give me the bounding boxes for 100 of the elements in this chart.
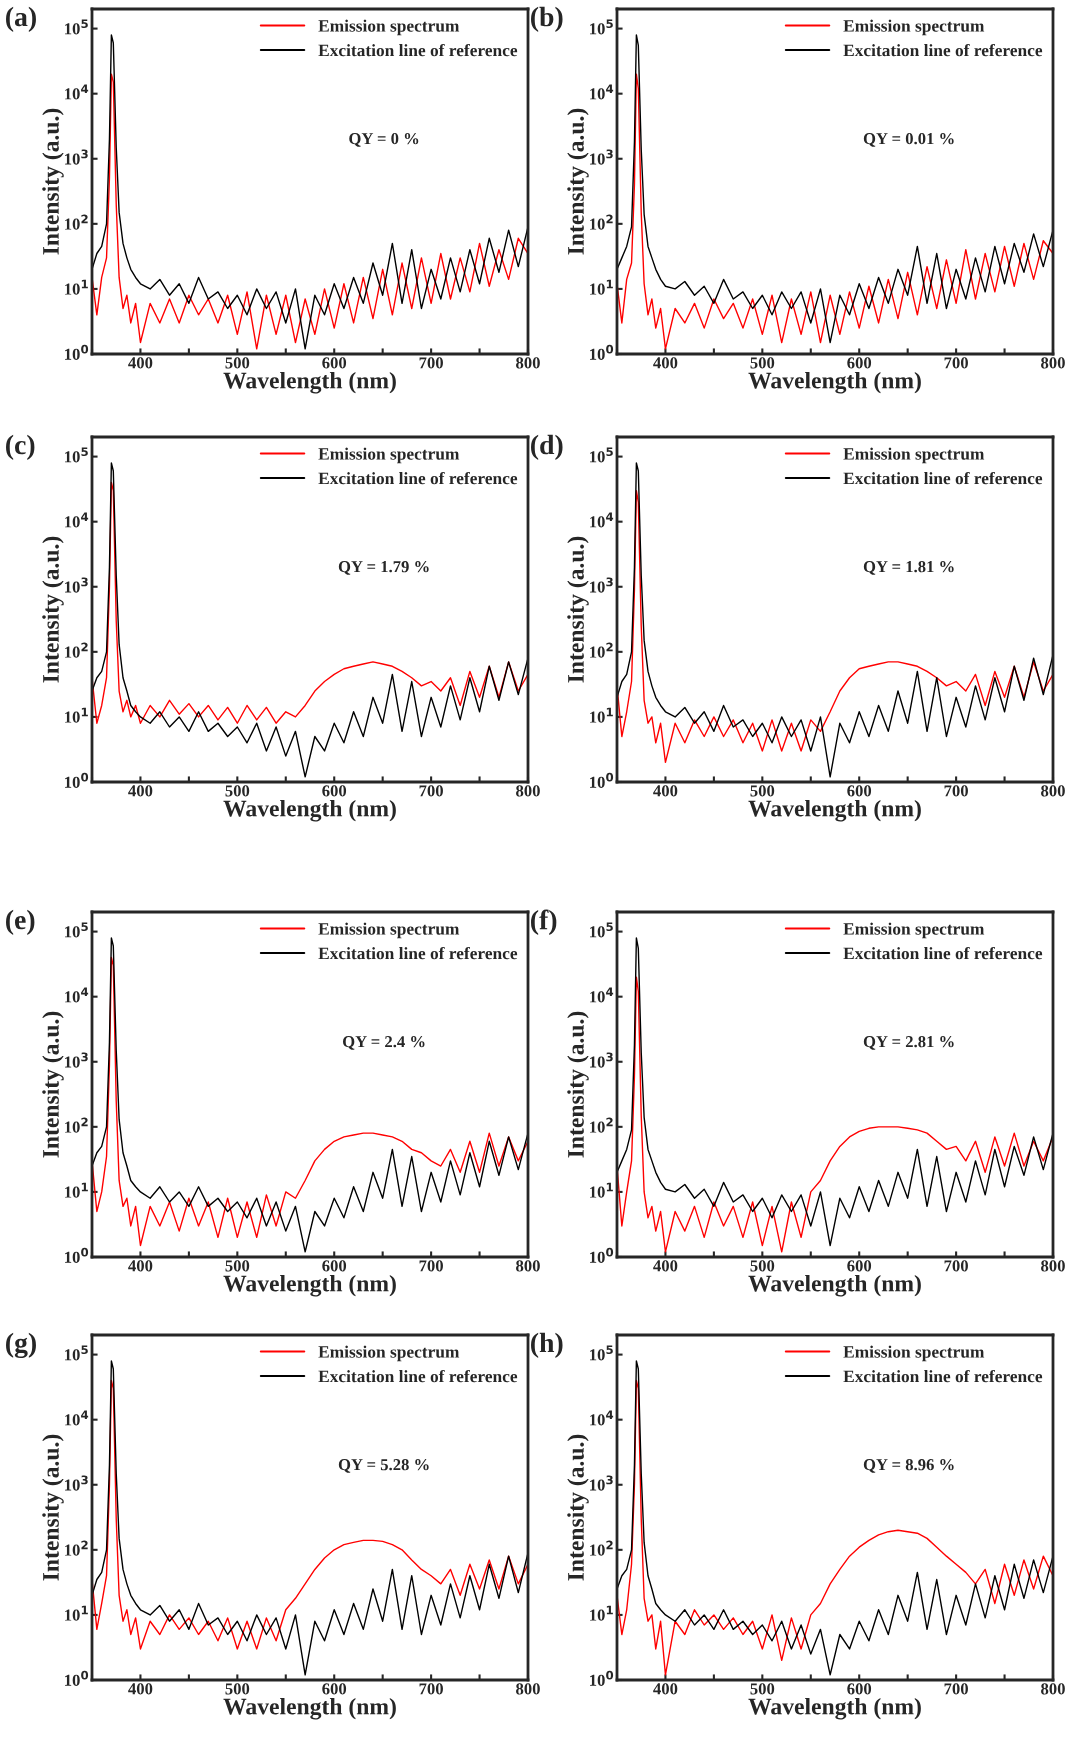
x-tick-label: 400	[653, 785, 678, 797]
legend-label: Emission spectrum	[318, 922, 460, 939]
x-tick-label: 700	[944, 1260, 968, 1272]
annotation: QY = 1.81 %	[863, 561, 954, 575]
y-tick-label: 10$^{2}$	[590, 214, 613, 230]
y-tick-label: 10$^{3}$	[65, 577, 88, 593]
x-tick-label: 800	[1041, 1683, 1065, 1695]
x-tick-label: 700	[419, 785, 443, 797]
annotation: QY = 5.28 %	[338, 1459, 429, 1473]
x-tick-label: 600	[847, 357, 872, 369]
y-tick-label: 10$^{4}$	[65, 1410, 89, 1426]
y-tick-label: 10$^{5}$	[65, 19, 88, 35]
y-tick-label: 10$^{5}$	[590, 1345, 613, 1361]
x-tick-label: 600	[847, 785, 872, 797]
y-tick-label: 10$^{4}$	[65, 512, 89, 528]
y-tick-label: 10$^{0}$	[65, 344, 89, 360]
y-tick-label: 10$^{5}$	[590, 922, 613, 938]
x-tick-label: 400	[128, 357, 153, 369]
annotation: QY = 0.01 %	[863, 133, 954, 147]
y-tick-label: 10$^{1}$	[65, 279, 88, 295]
y-tick-label: 10$^{5}$	[590, 447, 613, 463]
x-tick-label: 800	[516, 357, 540, 369]
annotation: QY = 0 %	[349, 133, 419, 147]
legend-label: Emission spectrum	[318, 447, 460, 464]
y-tick-label: 10$^{3}$	[65, 1475, 88, 1491]
x-tick-label: 600	[847, 1260, 872, 1272]
x-tick-label: 500	[750, 357, 775, 369]
annotation: QY = 2.4 %	[343, 1036, 425, 1050]
y-axis-title: Intensity (a.u.)	[567, 108, 589, 255]
y-tick-label: 10$^{3}$	[65, 149, 88, 165]
chart-title: (h)	[531, 1332, 563, 1358]
x-tick-label: 700	[944, 785, 968, 797]
x-tick-label: 700	[419, 1683, 443, 1695]
x-tick-label: 500	[225, 1260, 250, 1272]
legend-label: Emission spectrum	[843, 447, 985, 464]
y-tick-label: 10$^{1}$	[590, 1605, 613, 1621]
x-axis-title: Wavelength (nm)	[223, 1697, 396, 1720]
x-tick-label: 800	[516, 1683, 540, 1695]
y-tick-label: 10$^{4}$	[590, 987, 614, 1003]
y-tick-label: 10$^{2}$	[590, 642, 613, 658]
legend-label: Emission spectrum	[318, 19, 460, 36]
legend-label: Excitation line of reference	[318, 43, 518, 57]
y-tick-label: 10$^{4}$	[590, 84, 614, 100]
y-tick-label: 10$^{4}$	[590, 512, 614, 528]
chart-title: (a)	[6, 6, 36, 32]
x-tick-label: 600	[322, 1260, 347, 1272]
x-tick-label: 500	[225, 357, 250, 369]
x-tick-label: 500	[225, 1683, 250, 1695]
legend-label: Excitation line of reference	[843, 946, 1043, 960]
legend-label: Excitation line of reference	[318, 1369, 518, 1383]
annotation: QY = 8.96 %	[863, 1459, 954, 1473]
legend-label: Emission spectrum	[318, 1345, 460, 1362]
y-tick-label: 10$^{2}$	[65, 642, 88, 658]
y-tick-label: 10$^{1}$	[590, 1182, 613, 1198]
x-tick-label: 600	[322, 357, 347, 369]
x-tick-label: 800	[516, 785, 540, 797]
x-tick-label: 800	[1041, 357, 1065, 369]
x-tick-label: 400	[128, 1683, 153, 1695]
chart-title: (d)	[531, 434, 563, 460]
y-axis-title: Intensity (a.u.)	[42, 1434, 64, 1581]
y-tick-label: 10$^{5}$	[65, 447, 88, 463]
y-tick-label: 10$^{2}$	[590, 1117, 613, 1133]
x-tick-label: 400	[653, 357, 678, 369]
x-tick-label: 500	[225, 785, 250, 797]
x-axis-title: Wavelength (nm)	[748, 1274, 921, 1297]
x-tick-label: 400	[128, 1260, 153, 1272]
x-tick-label: 400	[653, 1683, 678, 1695]
y-tick-label: 10$^{0}$	[65, 1247, 89, 1263]
chart-title: (b)	[531, 6, 563, 32]
x-tick-label: 400	[128, 785, 153, 797]
y-tick-label: 10$^{3}$	[590, 1052, 613, 1068]
y-tick-label: 10$^{3}$	[590, 577, 613, 593]
y-axis-title: Intensity (a.u.)	[42, 536, 64, 683]
y-tick-label: 10$^{4}$	[65, 84, 89, 100]
x-tick-label: 500	[750, 785, 775, 797]
y-tick-label: 10$^{1}$	[65, 707, 88, 723]
chart-title: (g)	[6, 1332, 36, 1359]
x-axis-title: Wavelength (nm)	[223, 799, 396, 822]
x-tick-label: 500	[750, 1260, 775, 1272]
y-axis-title: Intensity (a.u.)	[567, 536, 589, 683]
x-tick-label: 800	[1041, 785, 1065, 797]
y-tick-label: 10$^{0}$	[590, 1247, 614, 1263]
y-tick-label: 10$^{3}$	[590, 149, 613, 165]
y-tick-label: 10$^{3}$	[590, 1475, 613, 1491]
y-axis-title: Intensity (a.u.)	[42, 1011, 64, 1158]
y-tick-label: 10$^{2}$	[65, 1540, 88, 1556]
y-axis-title: Intensity (a.u.)	[567, 1011, 589, 1158]
x-tick-label: 600	[847, 1683, 872, 1695]
annotation: QY = 1.79 %	[338, 561, 429, 575]
chart-title: (c)	[6, 434, 35, 460]
chart-title: (f)	[531, 909, 557, 936]
y-axis-title: Intensity (a.u.)	[42, 108, 64, 255]
x-axis-title: Wavelength (nm)	[748, 371, 921, 394]
legend-label: Excitation line of reference	[843, 471, 1043, 485]
y-axis-title: Intensity (a.u.)	[567, 1434, 589, 1581]
y-tick-label: 10$^{4}$	[590, 1410, 614, 1426]
legend-label: Excitation line of reference	[843, 43, 1043, 57]
x-tick-label: 600	[322, 1683, 347, 1695]
y-tick-label: 10$^{5}$	[65, 1345, 88, 1361]
y-tick-label: 10$^{0}$	[590, 344, 614, 360]
